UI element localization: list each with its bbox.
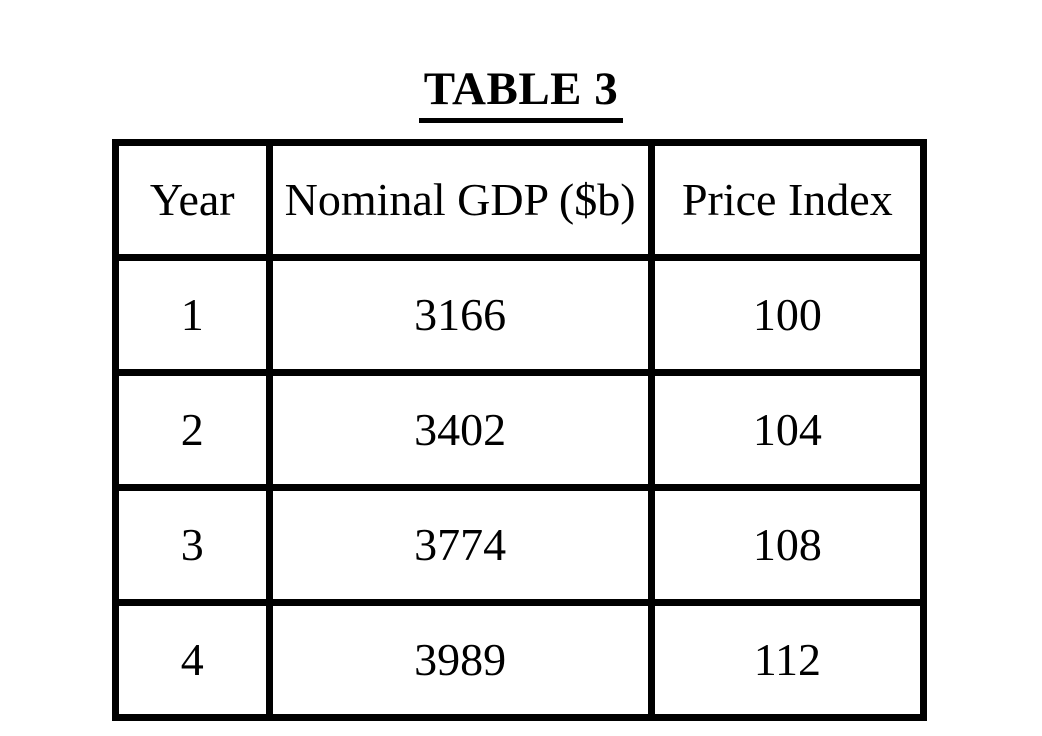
cell-nominal-gdp: 3989 [265, 599, 655, 721]
cell-year: 2 [112, 369, 273, 491]
gdp-price-index-table: Year Nominal GDP ($b) Price Index 1 3166… [112, 139, 928, 721]
cell-nominal-gdp: 3402 [265, 369, 655, 491]
cell-nominal-gdp: 3774 [265, 484, 655, 606]
cell-nominal-gdp: 3166 [265, 254, 655, 376]
table-row: 3 3774 108 [112, 484, 928, 606]
cell-price-index: 100 [647, 254, 928, 376]
column-header-price-index: Price Index [647, 139, 928, 261]
cell-year: 4 [112, 599, 273, 721]
column-header-year: Year [112, 139, 273, 261]
cell-year: 1 [112, 254, 273, 376]
table-row: 1 3166 100 [112, 254, 928, 376]
cell-price-index: 112 [647, 599, 928, 721]
table-row: 2 3402 104 [112, 369, 928, 491]
cell-price-index: 104 [647, 369, 928, 491]
column-header-nominal-gdp: Nominal GDP ($b) [265, 139, 655, 261]
table-row: 4 3989 112 [112, 599, 928, 721]
cell-price-index: 108 [647, 484, 928, 606]
title-container: TABLE 3 [0, 66, 1042, 123]
page-title: TABLE 3 [418, 66, 624, 123]
cell-year: 3 [112, 484, 273, 606]
table-header-row: Year Nominal GDP ($b) Price Index [112, 139, 928, 261]
